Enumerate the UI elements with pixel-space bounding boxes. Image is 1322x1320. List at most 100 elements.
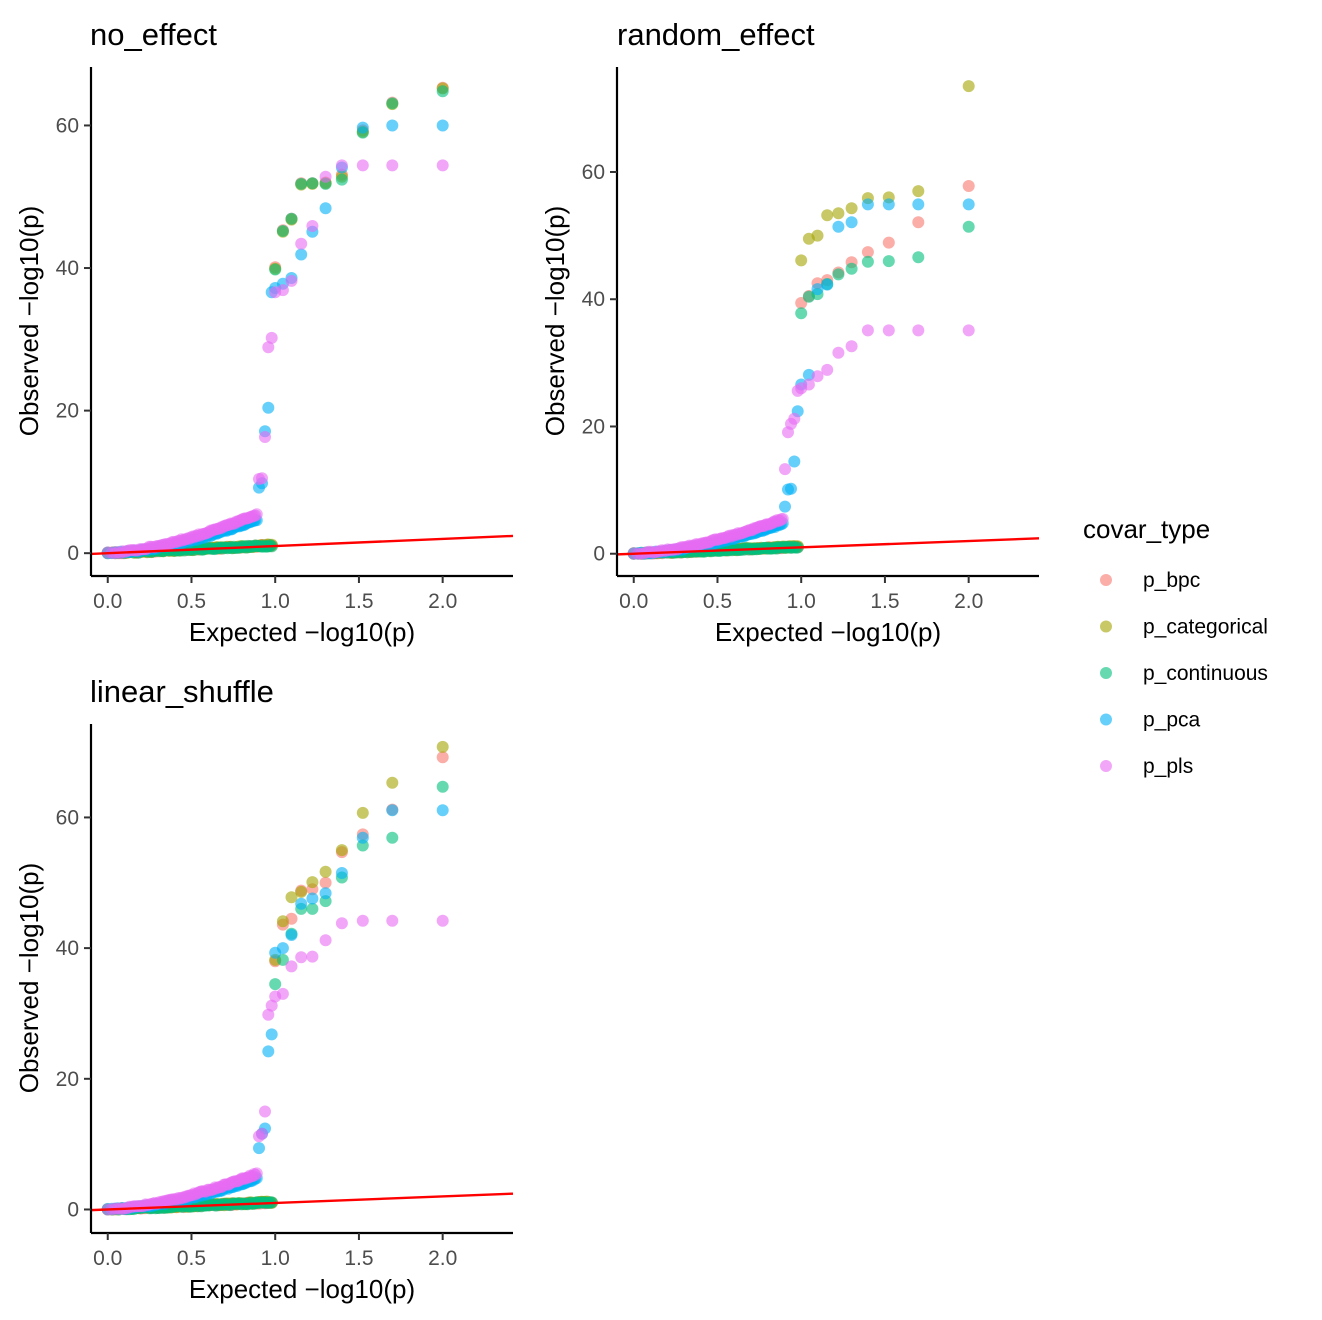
point-p-pca (821, 278, 834, 291)
point-p-pls (306, 950, 319, 963)
point-p-categorical (386, 776, 399, 789)
x-tick-label: 0.0 (619, 590, 648, 613)
point-p-categorical (319, 865, 332, 878)
point-p-pls (295, 237, 308, 250)
y-tick-label: 60 (56, 114, 79, 137)
point-p-pls (776, 512, 789, 525)
point-p-continuous (845, 262, 858, 275)
ticks-layer: 0.0 0.5 1.0 1.5 2.0 0 20 40 60 (582, 161, 984, 613)
reference-line (616, 537, 1040, 556)
x-tick-label: 0.5 (177, 590, 206, 613)
point-p-pls (306, 220, 319, 232)
legend-key-p-continuous (1100, 667, 1112, 679)
point-p-bpc (319, 876, 332, 889)
y-tick-label: 40 (56, 937, 79, 960)
point-p-pls (821, 363, 834, 376)
point-p-pls (285, 960, 298, 973)
point-p-bpc (436, 751, 449, 764)
x-axis-title: Expected −log10(p) (189, 617, 415, 647)
x-tick-label: 1.0 (261, 590, 290, 613)
ticks-layer: 0.0 0.5 1.0 1.5 2.0 0 20 40 60 (56, 114, 458, 613)
point-p-pls (811, 370, 824, 383)
y-axis-title: Observed −log10(p) (14, 206, 44, 437)
point-p-categorical (436, 740, 449, 753)
point-p-bpc (882, 236, 895, 249)
point-p-pca (265, 1028, 278, 1041)
x-tick-label: 0.0 (93, 590, 122, 613)
point-p-continuous (436, 85, 449, 98)
legend-label: p_bpc (1143, 569, 1200, 592)
x-tick-label: 1.5 (870, 590, 899, 613)
point-p-pca (276, 942, 289, 955)
y-tick-label: 60 (56, 806, 79, 829)
point-p-categorical (962, 80, 975, 93)
point-p-pls (276, 284, 289, 297)
x-tick-label: 2.0 (428, 1247, 457, 1270)
legend-key-p-bpc (1100, 574, 1112, 586)
point-p-pca (295, 897, 308, 910)
point-p-pls (779, 463, 791, 476)
point-p-categorical (335, 844, 348, 857)
point-p-pls (256, 1127, 268, 1140)
point-p-pca (861, 198, 874, 211)
point-p-pls (962, 324, 975, 337)
point-p-pca (295, 248, 308, 261)
point-p-pls (319, 170, 332, 183)
panel-linear-shuffle: linear_shuffle 0.0 0.5 1.0 1.5 2.0 0 20 40 60 Ex… (14, 674, 514, 1304)
panel-title: no_effect (90, 17, 217, 52)
point-p-bpc (861, 246, 874, 259)
point-p-pls (436, 159, 449, 172)
legend-title: covar_type (1083, 514, 1210, 544)
point-p-continuous (436, 780, 449, 793)
point-p-pls (882, 324, 895, 337)
point-p-pca (306, 892, 319, 905)
point-p-pls (259, 1105, 271, 1118)
point-p-pca (262, 401, 275, 414)
point-p-pls (250, 1167, 263, 1180)
point-p-pls (386, 914, 399, 927)
point-p-categorical (306, 876, 319, 889)
point-p-continuous (295, 177, 308, 190)
point-p-pca (811, 283, 824, 296)
point-p-pca (845, 216, 858, 229)
y-tick-label: 0 (67, 542, 79, 565)
point-p-pls (285, 274, 298, 287)
point-p-categorical (356, 806, 369, 819)
panel-title: random_effect (617, 17, 815, 52)
point-p-pca (436, 119, 449, 132)
point-p-pca (788, 455, 801, 468)
point-p-pls (861, 324, 874, 337)
panel-title: linear_shuffle (90, 674, 274, 709)
y-tick-label: 20 (582, 415, 605, 438)
y-axis-title: Observed −log10(p) (14, 863, 44, 1094)
point-p-pca (785, 482, 797, 495)
panel-no-effect: no_effect 0.0 0.5 1.0 1.5 2.0 0 20 40 60 Expecte… (14, 17, 514, 647)
point-p-pca (882, 198, 895, 211)
x-tick-label: 2.0 (428, 590, 457, 613)
point-p-pls (802, 378, 815, 391)
x-tick-label: 0.0 (93, 1247, 122, 1270)
point-p-continuous (861, 255, 874, 268)
legend-label: p_categorical (1143, 616, 1268, 639)
point-p-pls (319, 934, 332, 947)
point-p-categorical (295, 885, 308, 898)
point-p-pca (319, 202, 332, 215)
x-tick-label: 0.5 (703, 590, 732, 613)
point-p-pls (335, 159, 348, 172)
point-p-pls (356, 159, 369, 172)
point-p-pls (912, 324, 925, 337)
point-p-pls (832, 346, 845, 359)
point-p-pca (386, 804, 399, 817)
point-p-pca (962, 198, 975, 211)
point-p-pls (386, 159, 399, 172)
point-p-categorical (845, 202, 858, 215)
y-tick-label: 0 (67, 1198, 79, 1221)
reference-line (90, 534, 514, 556)
point-p-continuous (912, 251, 925, 264)
point-p-pca (335, 867, 348, 879)
y-tick-label: 40 (56, 257, 79, 280)
point-p-pls (335, 917, 348, 930)
point-p-pls (295, 951, 308, 964)
x-tick-label: 1.0 (787, 590, 816, 613)
